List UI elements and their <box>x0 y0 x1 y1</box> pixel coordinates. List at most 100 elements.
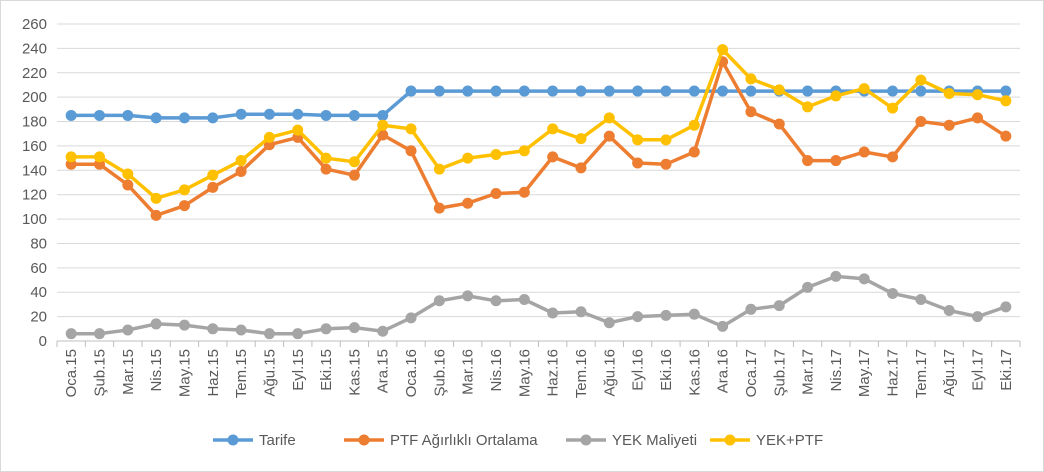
data-point <box>490 187 502 199</box>
x-tick-label: Tem.15 <box>233 349 250 398</box>
x-tick-label: Ağu.17 <box>941 349 958 397</box>
x-tick-label: Mar.15 <box>120 349 137 395</box>
data-point <box>405 85 417 97</box>
data-point <box>660 134 672 146</box>
data-point <box>178 319 190 331</box>
x-tick-label: Nis.16 <box>488 349 505 392</box>
data-point <box>632 157 644 169</box>
data-point <box>915 74 927 86</box>
data-point <box>207 181 219 193</box>
data-point <box>518 186 530 198</box>
data-point <box>745 73 757 85</box>
data-point <box>65 151 77 163</box>
data-point <box>235 324 247 336</box>
data-point <box>802 101 814 113</box>
data-point <box>150 192 162 204</box>
data-point <box>462 152 474 164</box>
data-point <box>972 311 984 323</box>
data-point <box>405 312 417 324</box>
data-point <box>462 197 474 209</box>
data-point <box>688 308 700 320</box>
data-point <box>178 200 190 212</box>
data-point <box>1000 85 1012 97</box>
data-point <box>235 166 247 178</box>
data-point <box>773 84 785 96</box>
data-point <box>575 306 587 318</box>
data-point <box>263 131 275 143</box>
data-point <box>462 85 474 97</box>
legend-label: YEK+PTF <box>756 432 823 449</box>
data-point <box>93 328 105 340</box>
gridlines <box>57 23 1020 318</box>
data-point <box>887 151 899 163</box>
y-tick-label: 200 <box>22 89 47 106</box>
data-point <box>943 119 955 131</box>
x-tick-label: Ağu.16 <box>601 349 618 397</box>
data-point <box>178 112 190 124</box>
data-point <box>660 158 672 170</box>
data-point <box>858 146 870 158</box>
data-point <box>830 270 842 282</box>
legend-label: PTF Ağırlıklı Ortalama <box>390 432 538 449</box>
data-point <box>858 273 870 285</box>
series-2 <box>65 270 1012 340</box>
data-point <box>972 112 984 124</box>
data-point <box>93 151 105 163</box>
legend-label: Tarife <box>259 432 296 449</box>
series-3 <box>65 44 1012 204</box>
data-point <box>377 129 389 141</box>
x-tick-label: Kas.16 <box>686 349 703 396</box>
data-point <box>830 90 842 102</box>
data-point <box>518 145 530 157</box>
legend: Tarife PTF Ağırlıklı Ortalama YEK Maliyeti… <box>213 432 823 449</box>
data-point <box>65 109 77 121</box>
data-point <box>717 85 729 97</box>
legend-item-2: YEK Maliyeti <box>566 432 697 449</box>
data-point <box>660 309 672 321</box>
series-line <box>71 274 1007 336</box>
data-point <box>688 146 700 158</box>
data-point <box>320 152 332 164</box>
data-point <box>433 295 445 307</box>
x-tick-label: Oca.16 <box>403 349 420 397</box>
x-tick-label: Kas.15 <box>346 349 363 396</box>
data-point <box>122 324 134 336</box>
legend-swatch-marker <box>227 434 239 446</box>
x-tick-label: Tem.16 <box>573 349 590 398</box>
data-point <box>632 311 644 323</box>
x-tick-label: Haz.15 <box>205 349 222 397</box>
x-tick-label: Haz.17 <box>885 349 902 397</box>
data-point <box>207 169 219 181</box>
data-point <box>348 156 360 168</box>
data-point <box>717 44 729 56</box>
data-point <box>207 323 219 335</box>
y-tick-label: 180 <box>22 114 47 131</box>
data-point <box>603 317 615 329</box>
data-point <box>150 112 162 124</box>
series-line <box>71 60 1007 218</box>
data-point <box>490 295 502 307</box>
data-point <box>603 112 615 124</box>
y-tick-label: 60 <box>30 260 47 277</box>
data-point <box>887 85 899 97</box>
data-point <box>603 130 615 142</box>
x-tick-label: Eki.16 <box>658 349 675 391</box>
data-point <box>972 89 984 101</box>
x-tick-label: Nis.15 <box>148 349 165 392</box>
data-point <box>830 155 842 167</box>
x-tick-label: Şub.16 <box>431 349 448 397</box>
legend-item-3: YEK+PTF <box>710 432 823 449</box>
x-tick-label: Nis.17 <box>828 349 845 392</box>
y-tick-label: 260 <box>22 16 47 33</box>
data-point <box>93 109 105 121</box>
legend-item-1: PTF Ağırlıklı Ortalama <box>344 432 538 449</box>
data-point <box>688 85 700 97</box>
data-point <box>433 202 445 214</box>
data-point <box>887 287 899 299</box>
data-point <box>547 123 559 135</box>
data-point <box>150 318 162 330</box>
data-point <box>320 163 332 175</box>
data-point <box>377 109 389 121</box>
data-point <box>518 294 530 306</box>
x-tick-label: Şub.17 <box>771 349 788 397</box>
